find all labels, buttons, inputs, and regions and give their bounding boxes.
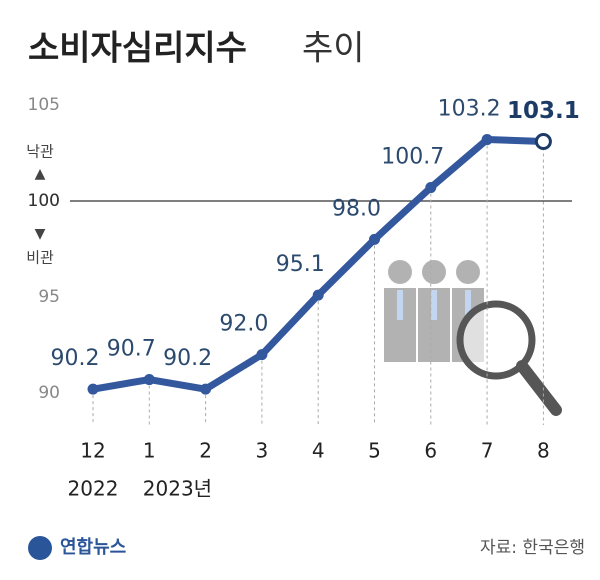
y-tick-label: 100	[28, 191, 60, 211]
y-tick-label: 105	[28, 95, 60, 115]
data-label: 90.7	[107, 337, 156, 362]
x-tick-label: 8	[537, 439, 550, 463]
x-tick-label: 3	[256, 439, 269, 463]
source: 자료: 한국은행	[480, 538, 585, 558]
x-tick-label: 4	[312, 439, 325, 463]
arrow-down: ▼	[35, 226, 46, 242]
point	[312, 289, 324, 301]
chart-subtitle: 추이	[302, 29, 365, 69]
data-label: 92.0	[219, 312, 268, 337]
chart-title: 소비자심리지수	[28, 29, 247, 69]
point	[369, 233, 380, 245]
point	[87, 383, 99, 395]
lower-label: 비관	[26, 249, 54, 267]
point	[256, 349, 268, 361]
x-tick-label: 12	[80, 439, 105, 463]
upper-label: 낙관	[26, 143, 54, 161]
data-label: 90.2	[163, 346, 212, 371]
logo: 연합뉴스	[60, 536, 126, 558]
arrow-up: ▲	[35, 166, 46, 182]
point	[481, 134, 493, 146]
data-label: 100.7	[381, 145, 444, 170]
x-tick-label: 1	[143, 439, 156, 463]
point	[200, 383, 212, 395]
x-tick-label: 2	[199, 439, 212, 463]
point	[425, 182, 437, 194]
logo-mark	[28, 536, 52, 560]
reference-label: 100	[28, 191, 60, 211]
year-label: 2023년	[143, 477, 212, 501]
y-tick-label: 90	[38, 383, 60, 403]
year-label: 2022	[68, 477, 119, 501]
data-label: 103.1	[507, 98, 580, 124]
data-label: 90.2	[51, 346, 100, 371]
point	[143, 374, 155, 386]
data-label: 95.1	[276, 252, 325, 277]
point	[534, 132, 552, 150]
data-label: 98.0	[332, 196, 381, 221]
x-tick-label: 5	[368, 439, 381, 463]
icon	[384, 260, 562, 416]
y-tick-label: 95	[38, 287, 60, 307]
data-label: 103.2	[438, 97, 501, 122]
x-tick-label: 6	[424, 439, 437, 463]
x-tick-label: 7	[481, 439, 494, 463]
